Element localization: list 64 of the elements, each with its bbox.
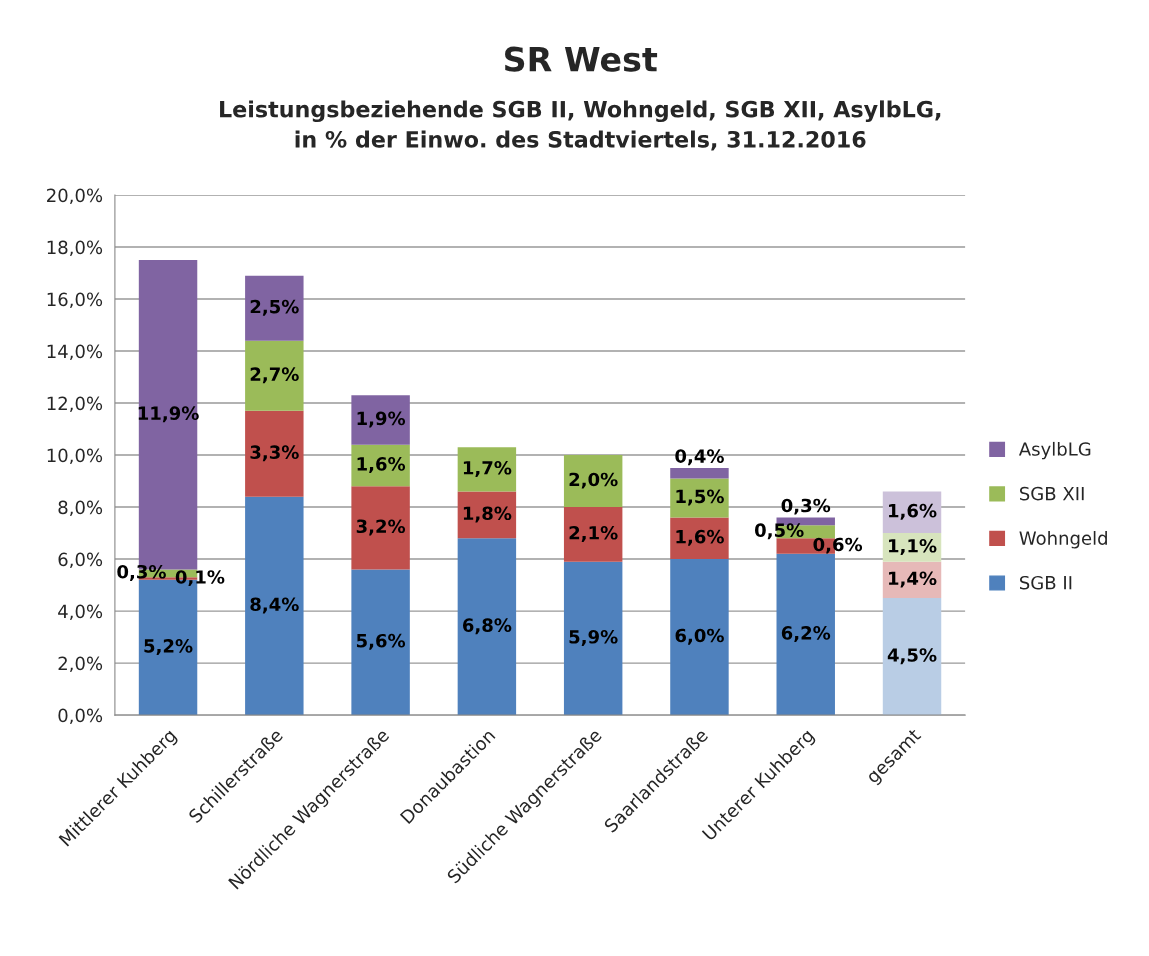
legend-label: SGB XII [1019,486,1084,501]
data-label: 5,9% [569,629,618,646]
data-label: 0,3% [781,498,831,515]
y-tick-label: 8,0% [58,500,103,517]
bar [351,395,410,445]
bar [457,491,517,539]
bar [457,447,517,492]
y-tick-label: 10,0% [47,448,103,465]
data-label: 6,8% [462,618,512,635]
data-label: 8,4% [250,597,299,614]
y-tick-label: 4,0% [58,604,103,621]
data-label: 1,7% [463,460,512,477]
legend-label: SGB II [1019,575,1072,590]
data-label: 2,5% [250,299,299,316]
bar [563,455,623,508]
chart-subtitle: Leistungsbeziehende SGB II, Wohngeld, SGB XII, AsylbLG, in % der Einwo. des Stadtviertels, 31.12.2016 [220,100,941,151]
bar [563,561,623,716]
bar [245,410,304,497]
data-label: 5,2% [144,639,193,656]
data-label: 1,6% [676,529,724,546]
bar [245,496,304,716]
y-tick-label: 14,0% [47,344,103,360]
data-label: 1,9% [357,411,406,428]
data-label: 3,2% [356,519,406,536]
data-label: 6,2% [781,626,831,643]
chart-title: SR West [505,46,658,72]
bar [670,478,729,518]
bar [351,569,410,716]
data-label: 0,1% [175,570,225,587]
bar [882,598,942,716]
data-label: 1,4% [889,571,937,588]
bar [776,553,835,716]
y-tick-label: 18,0% [47,240,103,256]
data-label: 1,8% [463,506,512,523]
y-tick-label: 20,0% [47,188,103,204]
bar [670,468,729,479]
bar [245,340,304,411]
data-label: 1,1% [889,538,937,555]
data-label: 5,6% [356,633,406,650]
bar [457,538,517,716]
data-label: 0,4% [675,449,724,466]
data-label: 3,3% [250,445,299,462]
legend-label: Wohngeld [1019,531,1107,549]
y-tick-label: 2,0% [58,656,103,673]
data-label: 2,7% [250,367,299,384]
data-label: 2,0% [569,472,618,489]
data-label: 1,5% [676,489,724,506]
data-label: 0,3% [117,564,166,581]
data-label: 6,0% [675,628,724,645]
y-tick-label: 0,0% [58,708,103,725]
bar [882,491,942,534]
bar [245,275,304,341]
bar [351,486,410,570]
legend-label: AsylbLG [1018,441,1091,460]
y-tick-label: 6,0% [58,552,103,569]
y-tick-label: 16,0% [47,292,103,308]
bar [670,517,729,560]
bar [563,507,623,562]
y-tick-label: 12,0% [47,396,103,413]
data-label: 1,6% [357,457,406,473]
data-label: 2,1% [569,525,618,542]
data-label: 4,5% [887,648,937,665]
data-label: 1,6% [889,503,937,520]
bar [670,559,729,716]
